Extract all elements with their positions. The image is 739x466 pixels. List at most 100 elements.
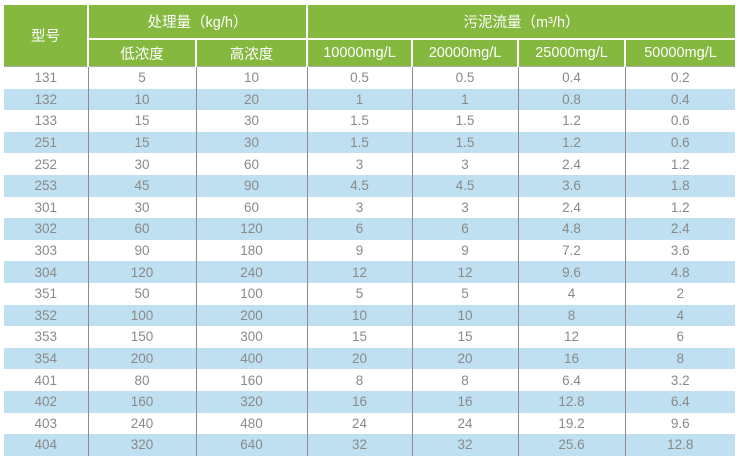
value-cell: 12.8 <box>667 437 694 453</box>
value-cell: 32 <box>412 434 519 456</box>
value-cell: 3.6 <box>670 243 690 259</box>
value-cell: 12.8 <box>518 390 626 413</box>
model-cell: 301 <box>4 196 89 219</box>
value-cell: 12 <box>307 261 413 283</box>
col-subheader: 高浓度 <box>196 39 309 67</box>
table-row: 253 45 90 4.5 4.5 3.6 1.8 <box>4 174 736 197</box>
value-cell: 0.5 <box>307 66 413 89</box>
value-cell: 6 <box>412 218 519 240</box>
value-cell: 1 <box>307 88 413 111</box>
model-cell: 353 <box>4 326 89 348</box>
value-cell: 1 <box>412 88 519 111</box>
table-row: 402 160 320 16 16 12.8 6.4 <box>4 390 736 413</box>
model-cell: 303 <box>4 239 89 262</box>
value-cell: 200 <box>88 347 197 370</box>
value-cell: 5 <box>412 282 519 305</box>
col-subheader: 低浓度 <box>88 39 197 67</box>
value-cell: 10 <box>196 66 308 89</box>
value-cell: 4.5 <box>412 174 519 197</box>
value-cell: 480 <box>196 412 308 435</box>
value-cell: 12 <box>412 261 519 283</box>
value-cell: 4.8 <box>518 218 626 240</box>
value-cell: 1.5 <box>412 110 519 132</box>
table-row: 352 100 200 10 10 8 4 <box>4 304 736 327</box>
value-cell: 2.4 <box>518 153 626 175</box>
col-subheader: 25000mg/L <box>518 39 627 67</box>
value-cell: 15 <box>412 326 519 348</box>
value-cell: 240 <box>196 261 308 283</box>
value-cell: 30 <box>88 196 197 219</box>
value-cell: 3.2 <box>670 372 690 388</box>
model-cell: 133 <box>4 110 89 132</box>
spec-table: 型号 处理量（kg/h） 污泥流量（m³/h） 低浓度 高浓度 10000mg/L 2… <box>4 5 736 456</box>
table-row: 132 10 20 1 1 0.8 0.4 <box>4 88 736 111</box>
value-cell: 24 <box>307 412 413 435</box>
value-cell: 30 <box>88 153 197 175</box>
value-cell: 30 <box>196 131 308 154</box>
value-cell: 7.2 <box>518 239 626 262</box>
value-cell: 1.5 <box>307 131 413 154</box>
value-cell: 9 <box>307 239 413 262</box>
col-group-sludge-flow: 污泥流量（m³/h） <box>307 5 736 40</box>
value-cell: 1.2 <box>518 110 626 132</box>
model-cell: 131 <box>4 66 89 89</box>
model-cell: 404 <box>4 434 89 456</box>
value-cell: 16 <box>412 390 519 413</box>
header-subcolumn-row: 低浓度 高浓度 10000mg/L 20000mg/L 25000mg/L 50000mg… <box>4 39 736 67</box>
col-subheader: 20000mg/L <box>412 39 520 67</box>
model-cell: 302 <box>4 218 89 240</box>
value-cell: 100 <box>88 304 197 327</box>
value-cell: 12 <box>518 326 626 348</box>
table-row: 303 90 180 9 9 7.2 3.6 <box>4 239 735 262</box>
col-subheader: 50000mg/L <box>625 39 736 67</box>
model-cell: 352 <box>4 304 89 327</box>
table-header: 型号 处理量（kg/h） 污泥流量（m³/h） 低浓度 高浓度 10000mg/L 2… <box>4 5 736 67</box>
model-cell: 402 <box>4 390 89 413</box>
table-row: 404 320 640 32 32 25.6 12.8 <box>4 434 736 456</box>
table-row: 351 50 100 5 5 4 2 <box>4 282 735 305</box>
model-cell: 251 <box>4 131 89 154</box>
table-row: 353 150 300 15 15 12 6 <box>4 326 735 348</box>
value-cell: 0.4 <box>670 91 690 107</box>
value-cell: 1.5 <box>412 131 519 154</box>
value-cell: 120 <box>88 261 197 283</box>
value-cell: 8 <box>518 304 626 327</box>
value-cell: 16 <box>307 390 413 413</box>
value-cell: 19.2 <box>518 412 626 435</box>
value-cell: 10 <box>412 304 519 327</box>
value-cell: 15 <box>88 110 197 132</box>
value-cell: 20 <box>412 347 519 370</box>
value-cell: 25.6 <box>518 434 626 456</box>
value-cell: 1.2 <box>518 131 626 154</box>
value-cell: 2 <box>676 286 685 302</box>
value-cell: 640 <box>196 434 308 456</box>
col-group-processing-capacity: 处理量（kg/h） <box>88 5 309 40</box>
value-cell: 8 <box>307 369 413 391</box>
value-cell: 90 <box>196 174 308 197</box>
value-cell: 1.2 <box>670 156 690 172</box>
value-cell: 9.6 <box>518 261 626 283</box>
value-cell: 1.5 <box>307 110 413 132</box>
value-cell: 0.2 <box>670 70 690 86</box>
table-row: 354 200 400 20 20 16 8 <box>4 347 736 370</box>
value-cell: 300 <box>196 326 308 348</box>
value-cell: 5 <box>88 66 197 89</box>
value-cell: 0.6 <box>670 135 690 151</box>
value-cell: 20 <box>307 347 413 370</box>
value-cell: 60 <box>196 196 308 219</box>
value-cell: 8 <box>412 369 519 391</box>
table-row: 403 240 480 24 24 19.2 9.6 <box>4 412 735 435</box>
value-cell: 2.4 <box>518 196 626 219</box>
value-cell: 3 <box>307 153 413 175</box>
value-cell: 120 <box>196 218 308 240</box>
col-header-model: 型号 <box>4 5 89 67</box>
model-cell: 351 <box>4 282 89 305</box>
value-cell: 3 <box>412 196 519 219</box>
col-subheader: 10000mg/L <box>307 39 414 67</box>
value-cell: 10 <box>88 88 197 111</box>
value-cell: 0.4 <box>518 66 626 89</box>
value-cell: 150 <box>88 326 197 348</box>
value-cell: 4 <box>518 282 626 305</box>
value-cell: 160 <box>88 390 197 413</box>
value-cell: 1.8 <box>670 178 690 194</box>
